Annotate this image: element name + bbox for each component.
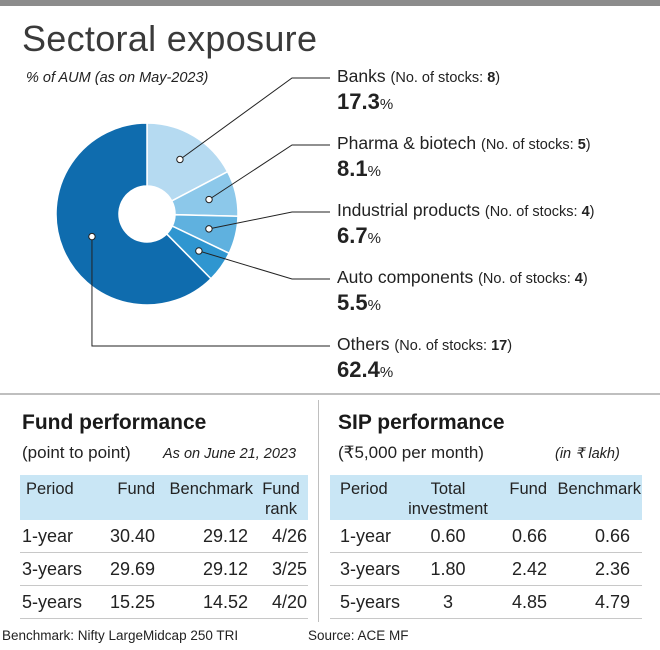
fund-performance-title: Fund performance: [22, 411, 207, 434]
leader-dot-others: [88, 232, 96, 241]
table-cell: 29.69: [102, 552, 156, 586]
table-cell: 2.42: [492, 552, 548, 586]
table-cell: 29.12: [156, 520, 254, 553]
column-header: Period: [330, 475, 404, 520]
table-header-row: Period Total investment Fund Benchmark: [330, 475, 642, 520]
sector-value-others: 62.4%: [337, 357, 394, 382]
stock-count: (No. of stocks: 4): [478, 271, 588, 287]
table-cell: 3/25: [254, 552, 308, 586]
column-header: Fund: [102, 475, 156, 520]
sector-label-banks: Banks (No. of stocks: 8): [337, 66, 501, 86]
table-row: 3-years 1.80 2.42 2.36: [330, 552, 642, 586]
leader-dot-pharma: [205, 195, 213, 204]
stock-count-value: 4: [581, 204, 590, 220]
sip-performance-title: SIP performance: [338, 411, 505, 434]
stock-count-value: 17: [491, 338, 508, 354]
leader-dot-industrial: [205, 225, 213, 233]
table-cell: 1.80: [404, 552, 492, 586]
sector-label-others: Others (No. of stocks: 17): [337, 334, 513, 354]
table-cell: 0.66: [492, 520, 548, 553]
table-cell: 5-years: [330, 585, 404, 619]
column-header: Period: [20, 475, 102, 520]
stock-count: (No. of stocks: 8): [390, 70, 501, 86]
column-header: Benchmark: [156, 475, 254, 520]
table-cell: 14.52: [156, 585, 254, 619]
column-divider: [318, 400, 319, 622]
sip-performance-unit: (in ₹ lakh): [555, 446, 620, 462]
column-header: Benchmark: [548, 475, 642, 520]
fund-performance-subtitle: (point to point): [22, 443, 131, 462]
chart-title: Sectoral exposure: [22, 18, 318, 59]
top-rule: [0, 0, 660, 6]
fund-performance-table: Period Fund Benchmark Fund rank 1-year 3…: [20, 475, 308, 619]
donut-chart: [55, 77, 330, 347]
sector-value-banks: 17.3%: [337, 89, 394, 114]
sector-label-pharma: Pharma & biotech (No. of stocks: 5): [337, 133, 591, 153]
table-cell: 3-years: [330, 552, 404, 586]
table-row: 1-year 30.40 29.12 4/26: [20, 520, 308, 553]
table-cell: 0.66: [548, 520, 642, 553]
leader-lines: [88, 77, 330, 347]
benchmark-note: Benchmark: Nifty LargeMidcap 250 TRI: [2, 628, 239, 643]
table-cell: 3-years: [20, 552, 102, 586]
sip-performance-subtitle: (₹5,000 per month): [338, 443, 484, 462]
slice-others: [55, 122, 213, 306]
sector-label-industrial: Industrial products (No. of stocks: 4): [337, 200, 595, 220]
sector-value-pharma: 8.1%: [337, 156, 381, 181]
sector-value-auto: 5.5%: [337, 290, 381, 315]
table-cell: 5-years: [20, 585, 102, 619]
leader-dot-banks: [176, 155, 184, 164]
stock-count-value: 4: [574, 271, 583, 287]
table-row: 1-year 0.60 0.66 0.66: [330, 520, 642, 553]
column-header: Fund: [492, 475, 548, 520]
table-cell: 1-year: [20, 520, 102, 553]
table-cell: 4.79: [548, 585, 642, 619]
table-cell: 3: [404, 585, 492, 619]
chart-subtitle: % of AUM (as on May-2023): [26, 70, 209, 86]
leader-line-pharma: [208, 144, 330, 200]
leader-line-banks: [179, 77, 330, 160]
leader-line-industrial: [208, 211, 330, 230]
table-cell: 4/20: [254, 585, 308, 619]
table-header-row: Period Fund Benchmark Fund rank: [20, 475, 308, 520]
stock-count: (No. of stocks: 17): [394, 338, 513, 354]
stock-count-value: 8: [487, 70, 496, 86]
table-cell: 29.12: [156, 552, 254, 586]
table-row: 5-years 15.25 14.52 4/20: [20, 585, 308, 619]
table-cell: 15.25: [102, 585, 156, 619]
stock-count: (No. of stocks: 5): [480, 137, 591, 153]
leader-line-others: [91, 236, 330, 347]
sector-label-auto: Auto components (No. of stocks: 4): [337, 267, 588, 287]
stock-count-value: 5: [577, 137, 586, 153]
table-row: 3-years 29.69 29.12 3/25: [20, 552, 308, 586]
table-cell: 30.40: [102, 520, 156, 553]
section-divider: [0, 393, 660, 395]
column-header: Fund rank: [254, 475, 308, 520]
table-cell: 1-year: [330, 520, 404, 553]
donut-slices: [55, 122, 239, 306]
leader-line-auto: [198, 250, 330, 280]
fund-performance-date: As on June 21, 2023: [163, 446, 297, 462]
stock-count: (No. of stocks: 4): [484, 204, 595, 220]
leader-dot-auto: [195, 247, 203, 255]
column-header: Total investment: [404, 475, 492, 520]
table-cell: 0.60: [404, 520, 492, 553]
table-cell: 4.85: [492, 585, 548, 619]
table-cell: 4/26: [254, 520, 308, 553]
sip-performance-table: Period Total investment Fund Benchmark 1…: [330, 475, 642, 619]
table-cell: 2.36: [548, 552, 642, 586]
table-row: 5-years 3 4.85 4.79: [330, 585, 642, 619]
source-note: Source: ACE MF: [308, 628, 409, 643]
sector-value-industrial: 6.7%: [337, 223, 381, 248]
